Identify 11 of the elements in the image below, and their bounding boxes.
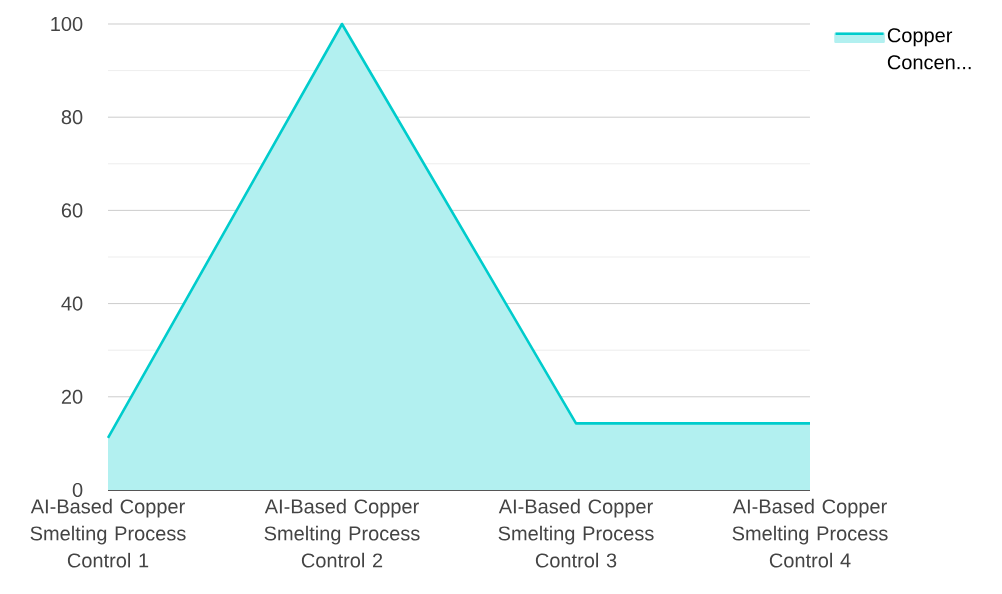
x-tick-label: AI-Based Copper Smelting Process Control 4 — [732, 498, 888, 568]
x-tick-label: AI-Based Copper Smelting Process Control 1 — [30, 498, 186, 568]
y-tick-label: 60 — [61, 203, 83, 218]
y-tick-label: 40 — [61, 296, 83, 311]
y-tick-label: 0 — [72, 482, 83, 498]
y-tick-label: 80 — [61, 110, 83, 125]
x-tick-label: AI-Based Copper Smelting Process Control 2 — [264, 498, 420, 568]
legend-label: Copper Concen... — [887, 28, 971, 70]
y-tick-label: 20 — [61, 389, 83, 404]
y-tick-label: 100 — [51, 16, 83, 32]
x-tick-label: AI-Based Copper Smelting Process Control 3 — [498, 498, 654, 568]
